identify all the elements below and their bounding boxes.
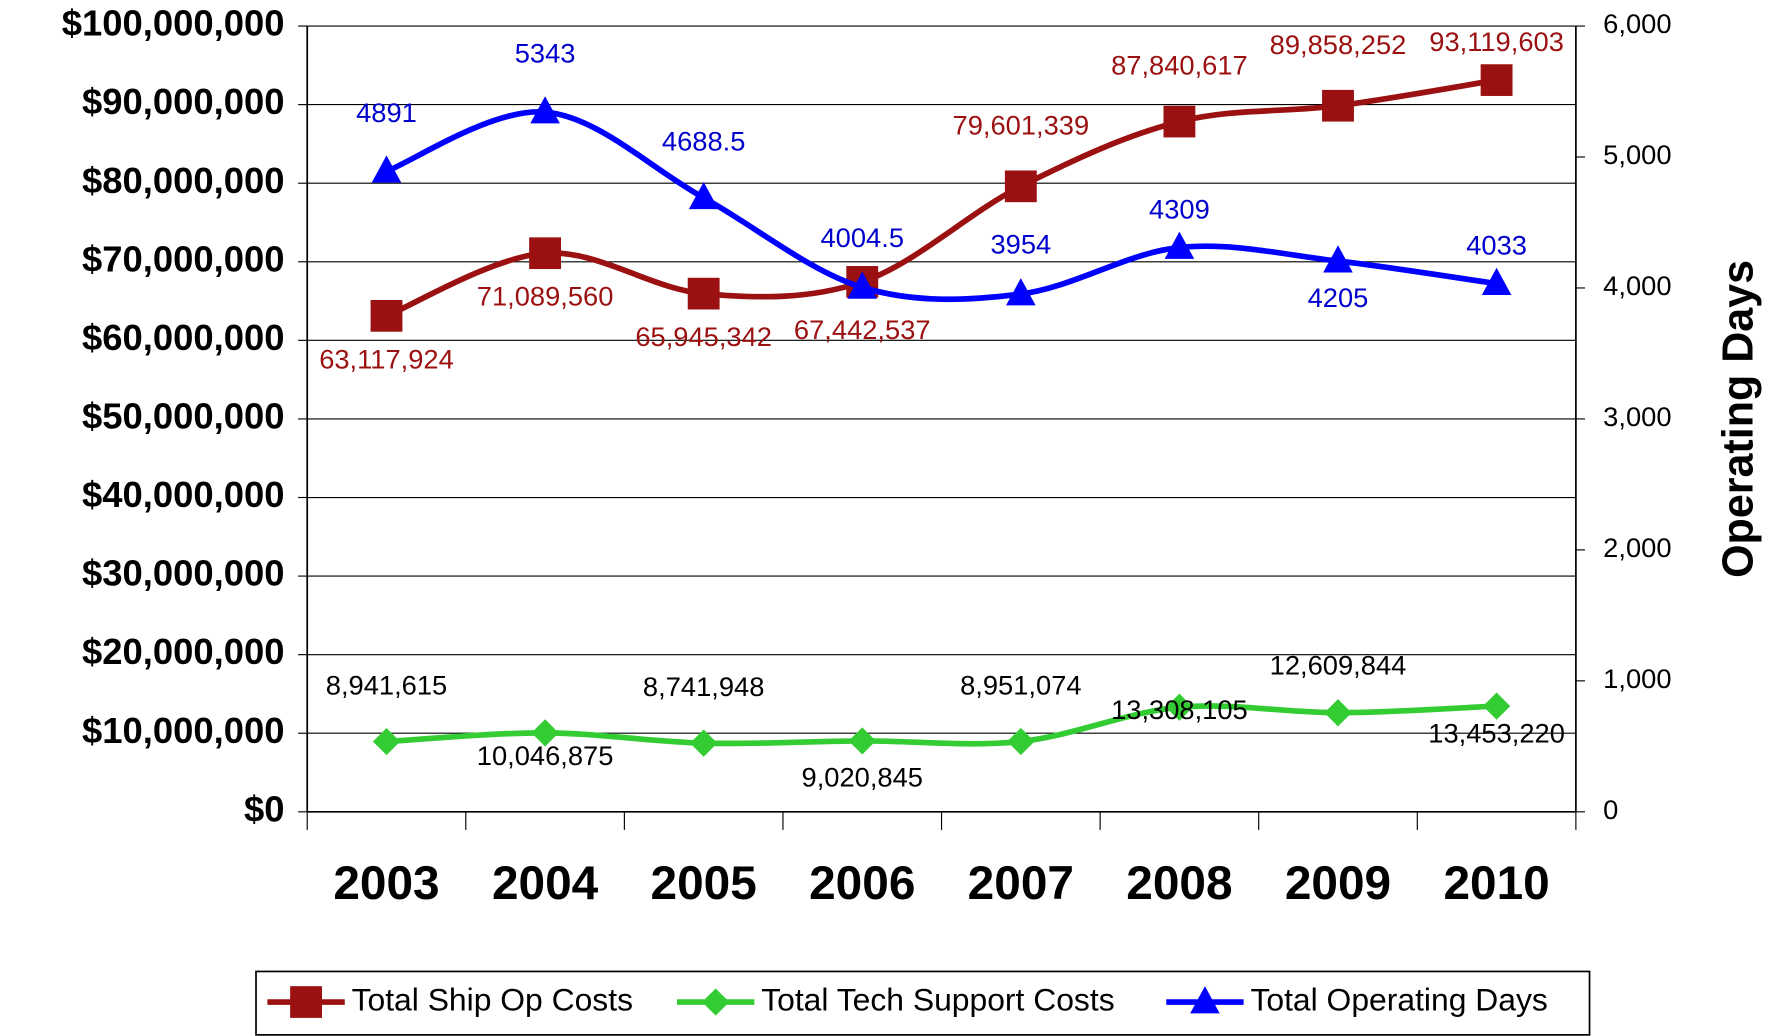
data-point xyxy=(530,96,560,124)
y2-tick-label: 2,000 xyxy=(1603,532,1671,563)
data-point xyxy=(847,271,878,299)
data-label: 13,308,105 xyxy=(1111,694,1248,725)
series-line xyxy=(385,109,1497,303)
y-tick-label: $50,000,000 xyxy=(82,396,284,437)
data-label: 93,119,603 xyxy=(1429,26,1564,57)
x-tick-label: 2010 xyxy=(1443,857,1549,910)
data-label: 4004.5 xyxy=(820,222,904,253)
y-tick-label: $40,000,000 xyxy=(82,474,284,515)
y-tick-label: $10,000,000 xyxy=(82,710,284,751)
y-tick-label: $100,000,000 xyxy=(62,3,285,44)
data-point xyxy=(372,727,401,756)
data-label: 4688.5 xyxy=(662,126,746,157)
y-tick-label: $0 xyxy=(244,788,284,829)
data-point xyxy=(690,729,718,757)
data-label: 9,020,845 xyxy=(802,762,923,793)
y2-tick-label: 1,000 xyxy=(1603,663,1671,694)
data-point xyxy=(1324,699,1352,727)
data-label: 10,046,875 xyxy=(477,740,614,771)
y2-tick-label: 6,000 xyxy=(1603,8,1671,39)
x-tick-label: 2009 xyxy=(1285,857,1391,910)
data-label: 3954 xyxy=(990,229,1051,260)
y-tick-label: $30,000,000 xyxy=(82,553,284,594)
data-label: 13,453,220 xyxy=(1428,718,1565,749)
data-label: 4205 xyxy=(1308,282,1369,313)
y2-tick-label: 3,000 xyxy=(1603,401,1671,432)
series-line xyxy=(386,703,1497,747)
x-tick-label: 2005 xyxy=(651,857,757,910)
y-tick-label: $70,000,000 xyxy=(82,238,284,279)
data-point xyxy=(1482,692,1511,720)
y2-tick-label: 4,000 xyxy=(1603,270,1671,301)
data-point xyxy=(1007,727,1035,756)
data-label: 8,941,615 xyxy=(326,669,447,700)
data-label: 89,858,252 xyxy=(1270,29,1407,60)
x-tick-label: 2007 xyxy=(968,857,1074,910)
data-label: 71,089,560 xyxy=(477,281,614,312)
data-label: 4033 xyxy=(1466,230,1527,261)
y-tick-label: $80,000,000 xyxy=(82,160,284,201)
data-point xyxy=(1481,267,1512,295)
data-label: 8,741,948 xyxy=(643,671,764,702)
x-tick-label: 2004 xyxy=(492,857,599,910)
x-tick-label: 2006 xyxy=(809,857,915,910)
data-label: 65,945,342 xyxy=(635,321,772,352)
legend-label: Total Tech Support Costs xyxy=(761,981,1114,1017)
y-tick-label: $90,000,000 xyxy=(82,81,284,122)
data-label: 8,951,074 xyxy=(960,669,1081,700)
data-point xyxy=(1480,64,1513,96)
data-label: 87,840,617 xyxy=(1111,49,1248,80)
legend-marker xyxy=(290,986,323,1018)
data-point xyxy=(1006,278,1036,306)
x-tick-label: 2003 xyxy=(333,857,439,910)
data-point xyxy=(1165,693,1194,721)
data-label: 67,442,537 xyxy=(794,314,931,345)
y2-tick-label: 5,000 xyxy=(1603,139,1671,170)
y-tick-label: $60,000,000 xyxy=(82,317,284,358)
data-label: 63,117,924 xyxy=(319,343,454,374)
y2-tick-label: 0 xyxy=(1603,794,1618,825)
data-point xyxy=(688,181,719,210)
y2-axis-title: Operating Days xyxy=(1714,260,1762,578)
data-label: 5343 xyxy=(515,38,576,69)
data-point xyxy=(1004,170,1037,203)
data-point xyxy=(1323,245,1353,273)
legend-marker xyxy=(702,988,730,1016)
data-point xyxy=(529,237,562,270)
y-tick-label: $20,000,000 xyxy=(82,631,284,672)
data-point xyxy=(1163,105,1196,138)
data-point xyxy=(848,727,876,755)
data-label: 79,601,339 xyxy=(953,110,1090,141)
data-point xyxy=(371,155,402,183)
legend-label: Total Operating Days xyxy=(1250,981,1547,1017)
data-point xyxy=(1322,89,1354,122)
legend-box xyxy=(255,970,1591,1036)
data-label: 12,609,844 xyxy=(1270,650,1407,681)
data-point xyxy=(687,277,720,310)
x-tick-label: 2008 xyxy=(1126,857,1232,910)
legend-label: Total Ship Op Costs xyxy=(352,981,633,1017)
data-label: 4891 xyxy=(356,97,417,128)
data-label: 4309 xyxy=(1149,194,1210,225)
data-point xyxy=(1164,231,1195,259)
data-point xyxy=(370,300,403,332)
legend-marker xyxy=(1190,986,1220,1014)
